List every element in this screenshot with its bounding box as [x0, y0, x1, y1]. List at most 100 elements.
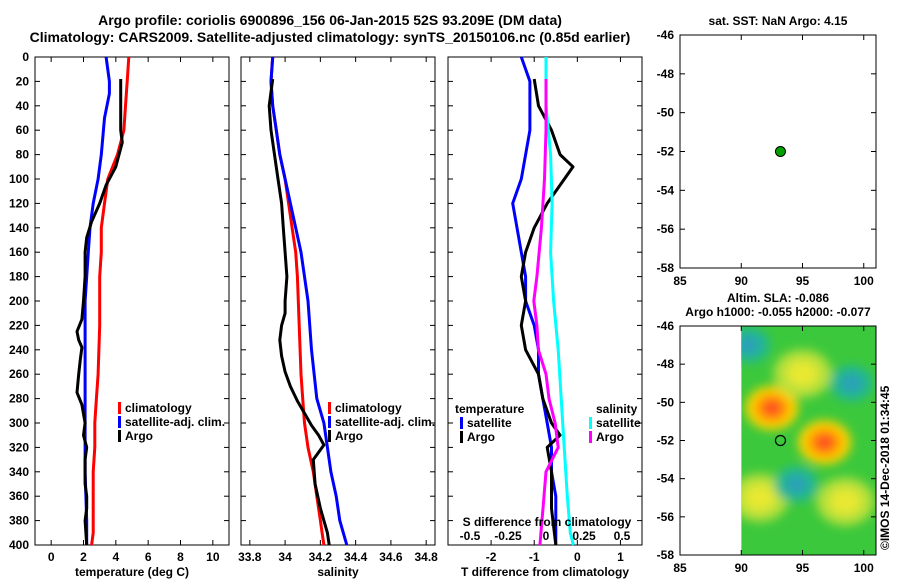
map-x-tick-label: 95	[796, 274, 810, 288]
map-y-tick-label: -54	[657, 472, 675, 486]
depth-tick-label: 340	[9, 465, 29, 479]
depth-tick-label: 100	[9, 172, 29, 186]
depth-tick-label: 220	[9, 318, 29, 332]
map-y-tick-label: -54	[657, 183, 675, 197]
diff-legend-sal-argo-label: Argo	[596, 430, 624, 444]
sla-blob	[744, 484, 776, 511]
temp-legend-climatology-label: climatology	[125, 401, 192, 415]
sdiff-tick-label: -0.25	[494, 529, 522, 543]
sla-blob	[763, 401, 781, 416]
x-tick-label: 34.4	[344, 550, 368, 564]
depth-tick-label: 80	[16, 148, 30, 162]
sdiff-tick-label: -0.5	[460, 529, 481, 543]
x-axis-label: temperature (deg C)	[75, 565, 189, 579]
diff-legend-sal-satellite-label: satellite	[596, 416, 641, 430]
temp-legend-satellite-label: satellite-adj. clim.	[125, 415, 225, 429]
tdiff-argo-line	[519, 78, 575, 546]
depth-tick-label: 360	[9, 489, 29, 503]
sal-legend-climatology-label: climatology	[335, 401, 402, 415]
salinity-argo-line	[267, 78, 331, 546]
sdiff-tick-label: 0.25	[572, 529, 596, 543]
sla-blob	[816, 435, 833, 450]
depth-tick-label: 60	[16, 123, 30, 137]
map-x-tick-label: 100	[854, 561, 874, 575]
diff-legend-temp-satellite-label: satellite	[467, 416, 512, 430]
difference-profile-panel: -2 -1 0 1T difference from climatologytempe…	[447, 56, 643, 579]
depth-tick-label: 180	[9, 270, 29, 284]
x-tick-label: -1	[529, 550, 540, 564]
plot-frame	[34, 56, 230, 546]
sal-legend-argo-swatch	[328, 430, 331, 442]
salinity-profile-panel: 33.8 34 34.2 34.4 34.6 34.8 salinity climatolog…	[238, 56, 439, 579]
depth-tick-label: 300	[9, 416, 29, 430]
map-y-tick-label: -46	[657, 28, 675, 42]
depth-tick-label: 320	[9, 440, 29, 454]
sdiff-axis-label: S difference from climatology	[463, 515, 632, 529]
temp-legend-satellite-swatch	[118, 416, 121, 428]
map-y-tick-label: -48	[657, 67, 675, 81]
sla-blob	[786, 360, 819, 387]
argo-position-marker	[774, 434, 787, 447]
map-x-tick-label: 85	[673, 561, 687, 575]
map-y-tick-label: -52	[657, 434, 675, 448]
map-y-tick-label: -56	[657, 222, 675, 236]
x-tick-label: 0	[574, 550, 581, 564]
map-x-tick-label: 90	[735, 274, 749, 288]
map-y-tick-label: -58	[657, 261, 675, 275]
x-tick-label: 34.6	[379, 550, 403, 564]
sla-blob	[785, 475, 808, 494]
map-y-tick-label: -56	[657, 510, 675, 524]
map-y-tick-label: -58	[657, 548, 675, 562]
map-y-tick-label: -50	[657, 106, 675, 120]
depth-tick-label: 380	[9, 514, 29, 528]
map-x-tick-label: 100	[854, 274, 874, 288]
map-x-tick-label: 85	[673, 274, 687, 288]
sla-blob	[840, 374, 863, 393]
sdiff-satellite-line	[544, 57, 575, 546]
map-x-tick-label: 90	[735, 561, 749, 575]
x-axis-label: T difference from climatology	[461, 565, 629, 579]
diff-legend-salinity-title: salinity	[596, 402, 638, 416]
depth-tick-label: 260	[9, 367, 29, 381]
diff-legend-temp-argo-label: Argo	[467, 430, 495, 444]
temperature-profile-panel: 0204060801001201401601802002202402602803…	[9, 50, 230, 579]
map-x-tick-label: 95	[796, 561, 810, 575]
sdiff-argo-line	[532, 79, 560, 546]
depth-tick-label: 0	[22, 50, 29, 64]
x-tick-label: 8	[177, 550, 184, 564]
temperature-climatology-line	[90, 56, 131, 546]
depth-tick-label: 40	[16, 99, 30, 113]
temperature-argo-line	[75, 79, 124, 546]
diff-legend-temp-argo-swatch	[460, 431, 463, 443]
depth-tick-label: 140	[9, 221, 29, 235]
x-tick-label: 10	[206, 550, 220, 564]
salinity-satellite-line	[269, 56, 349, 546]
diff-legend-sal-argo-swatch	[589, 431, 592, 443]
depth-tick-label: 20	[16, 74, 30, 88]
sla-blob	[829, 488, 861, 515]
temp-legend-argo-swatch	[118, 430, 121, 442]
diff-legend-sal-satellite-swatch	[589, 417, 592, 429]
x-tick-label: -2	[486, 550, 497, 564]
x-tick-label: 34	[278, 550, 292, 564]
depth-tick-label: 240	[9, 343, 29, 357]
sal-legend-satellite-swatch	[328, 416, 331, 428]
sla-map-title-line-2: Argo h1000: -0.055 h2000: -0.077	[685, 305, 871, 319]
sal-legend-argo-label: Argo	[335, 429, 363, 443]
x-tick-label: 2	[80, 550, 87, 564]
sdiff-tick-label: 0	[543, 529, 550, 543]
depth-tick-label: 280	[9, 392, 29, 406]
x-tick-label: 4	[112, 550, 119, 564]
sla-blob	[741, 336, 760, 355]
sal-legend-satellite-label: satellite-adj. clim.	[335, 415, 435, 429]
x-tick-label: 34.8	[415, 550, 439, 564]
x-tick-label: 33.8	[238, 550, 262, 564]
depth-tick-label: 400	[9, 538, 29, 552]
figure-title-line-2: Climatology: CARS2009. Satellite-adjuste…	[29, 29, 631, 45]
sla-field	[741, 326, 876, 555]
sla-field-blobs	[741, 327, 875, 526]
x-axis-label: salinity	[317, 565, 359, 579]
